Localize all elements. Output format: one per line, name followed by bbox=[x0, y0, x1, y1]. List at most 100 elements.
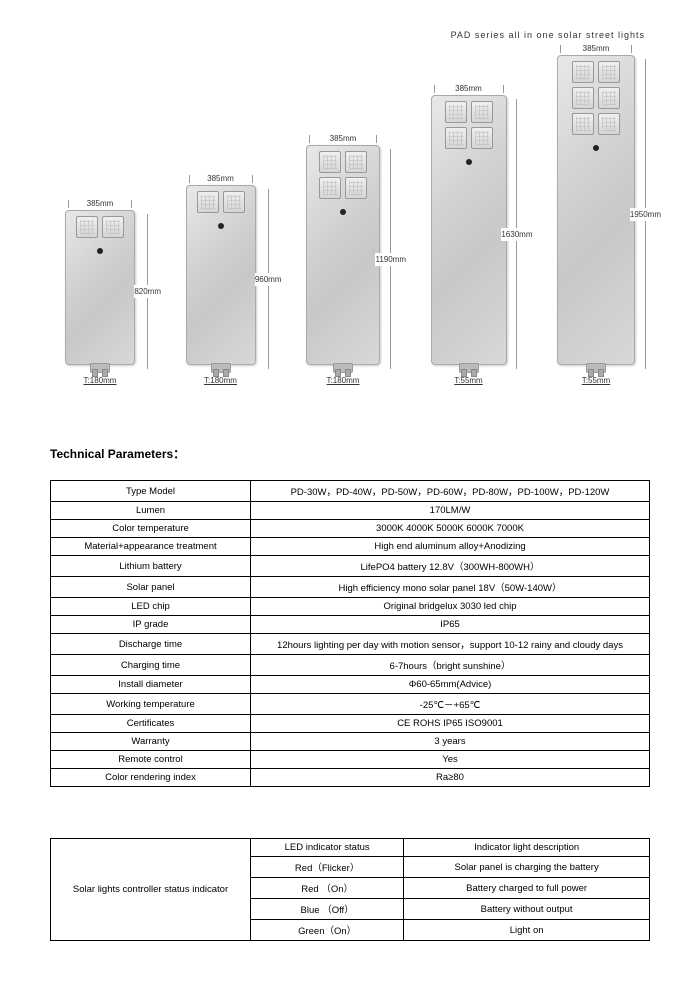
thickness-label: T:55mm bbox=[454, 376, 482, 385]
led-panel bbox=[319, 151, 341, 173]
indicator-status: Blue （Off） bbox=[251, 899, 404, 920]
led-panel bbox=[598, 113, 620, 135]
led-panel bbox=[445, 101, 467, 123]
param-label: LED chip bbox=[51, 598, 251, 616]
device-body bbox=[557, 55, 635, 365]
diagram-area: 385mmT:180mm820mm385mmT:180mm960mm385mmT… bbox=[45, 55, 655, 385]
height-dimension: 820mm bbox=[134, 214, 161, 369]
led-panel bbox=[345, 177, 367, 199]
mount-bracket bbox=[211, 363, 231, 373]
param-label: Material+appearance treatment bbox=[51, 538, 251, 556]
param-value: Φ60-65mm(Advice) bbox=[251, 676, 650, 694]
mount-bracket bbox=[459, 363, 479, 373]
table-row: IP gradeIP65 bbox=[51, 616, 650, 634]
param-value: High end aluminum alloy+Anodizing bbox=[251, 538, 650, 556]
thickness-label: T:180mm bbox=[204, 376, 237, 385]
param-label: Install diameter bbox=[51, 676, 251, 694]
led-panel bbox=[572, 87, 594, 109]
led-grid bbox=[319, 151, 367, 199]
height-dimension: 960mm bbox=[255, 189, 282, 369]
table-row: Solar panelHigh efficiency mono solar pa… bbox=[51, 577, 650, 598]
param-label: Lumen bbox=[51, 502, 251, 520]
thickness-label: T:180mm bbox=[327, 376, 360, 385]
device-body bbox=[431, 95, 507, 365]
height-dimension: 1950mm bbox=[630, 59, 661, 369]
param-label: Type Model bbox=[51, 481, 251, 502]
param-value: 3 years bbox=[251, 733, 650, 751]
led-grid bbox=[572, 61, 620, 135]
param-value: 6-7hours（bright sunshine） bbox=[251, 655, 650, 676]
param-value: 12hours lighting per day with motion sen… bbox=[251, 634, 650, 655]
params-table: Type ModelPD-30W，PD-40W，PD-50W，PD-60W，PD… bbox=[50, 480, 650, 787]
indicator-side-label: Solar lights controller status indicator bbox=[51, 839, 251, 941]
sensor-dot bbox=[97, 248, 103, 254]
mount-bracket bbox=[90, 363, 110, 373]
led-panel bbox=[197, 191, 219, 213]
mount-bracket bbox=[333, 363, 353, 373]
led-panel bbox=[572, 113, 594, 135]
param-value: Yes bbox=[251, 751, 650, 769]
indicator-desc: Solar panel is charging the battery bbox=[404, 857, 650, 878]
param-value: PD-30W，PD-40W，PD-50W，PD-60W，PD-80W，PD-10… bbox=[251, 481, 650, 502]
mount-bracket bbox=[586, 363, 606, 373]
param-value: IP65 bbox=[251, 616, 650, 634]
table-row: CertificatesCE ROHS IP65 ISO9001 bbox=[51, 715, 650, 733]
param-value: CE ROHS IP65 ISO9001 bbox=[251, 715, 650, 733]
param-label: Working temperature bbox=[51, 694, 251, 715]
sensor-dot bbox=[218, 223, 224, 229]
width-label: 385mm bbox=[189, 175, 253, 183]
table-row: Material+appearance treatmentHigh end al… bbox=[51, 538, 650, 556]
width-label: 385mm bbox=[434, 85, 504, 93]
param-label: Solar panel bbox=[51, 577, 251, 598]
width-label: 385mm bbox=[560, 45, 632, 53]
table-row: Color temperature3000K 4000K 5000K 6000K… bbox=[51, 520, 650, 538]
param-value: LifePO4 battery 12.8V（300WH-800WH） bbox=[251, 556, 650, 577]
led-panel bbox=[76, 216, 98, 238]
indicator-status: Red（Flicker） bbox=[251, 857, 404, 878]
device-unit-1: 385mmT:180mm960mm bbox=[166, 175, 276, 385]
table-row: Warranty3 years bbox=[51, 733, 650, 751]
device-unit-2: 385mmT:180mm1190mm bbox=[286, 135, 400, 385]
led-panel bbox=[445, 127, 467, 149]
param-value: -25℃－+65℃ bbox=[251, 694, 650, 715]
param-label: Lithium battery bbox=[51, 556, 251, 577]
param-label: Discharge time bbox=[51, 634, 251, 655]
param-label: Color temperature bbox=[51, 520, 251, 538]
indicator-col-header: LED indicator status bbox=[251, 839, 404, 857]
device-unit-0: 385mmT:180mm820mm bbox=[45, 200, 155, 385]
table-row: Lithium batteryLifePO4 battery 12.8V（300… bbox=[51, 556, 650, 577]
param-value: 170LM/W bbox=[251, 502, 650, 520]
thickness-label: T:180mm bbox=[84, 376, 117, 385]
table-row: Lumen170LM/W bbox=[51, 502, 650, 520]
thickness-label: T:55mm bbox=[582, 376, 610, 385]
section-title: Technical Parameters： bbox=[50, 445, 185, 462]
sensor-dot bbox=[593, 145, 599, 151]
param-label: Color rendering index bbox=[51, 769, 251, 787]
param-label: Remote control bbox=[51, 751, 251, 769]
led-panel bbox=[471, 127, 493, 149]
led-panel bbox=[319, 177, 341, 199]
table-row: Solar lights controller status indicator… bbox=[51, 839, 650, 857]
param-value: Original bridgelux 3030 led chip bbox=[251, 598, 650, 616]
table-row: Color rendering indexRa≥80 bbox=[51, 769, 650, 787]
indicator-desc: Battery charged to full power bbox=[404, 878, 650, 899]
param-value: High efficiency mono solar panel 18V（50W… bbox=[251, 577, 650, 598]
led-panel bbox=[223, 191, 245, 213]
height-dimension: 1190mm bbox=[375, 149, 406, 369]
device-unit-3: 385mmT:55mm1630mm bbox=[411, 85, 527, 385]
device-body bbox=[65, 210, 135, 365]
led-grid bbox=[76, 216, 124, 238]
led-panel bbox=[572, 61, 594, 83]
indicator-table: Solar lights controller status indicator… bbox=[50, 838, 650, 941]
led-panel bbox=[471, 101, 493, 123]
indicator-desc: Light on bbox=[404, 920, 650, 941]
indicator-col-header: Indicator light description bbox=[404, 839, 650, 857]
led-panel bbox=[598, 61, 620, 83]
indicator-status: Green（On） bbox=[251, 920, 404, 941]
param-label: IP grade bbox=[51, 616, 251, 634]
sensor-dot bbox=[466, 159, 472, 165]
param-label: Certificates bbox=[51, 715, 251, 733]
led-panel bbox=[598, 87, 620, 109]
table-row: Type ModelPD-30W，PD-40W，PD-50W，PD-60W，PD… bbox=[51, 481, 650, 502]
param-label: Warranty bbox=[51, 733, 251, 751]
